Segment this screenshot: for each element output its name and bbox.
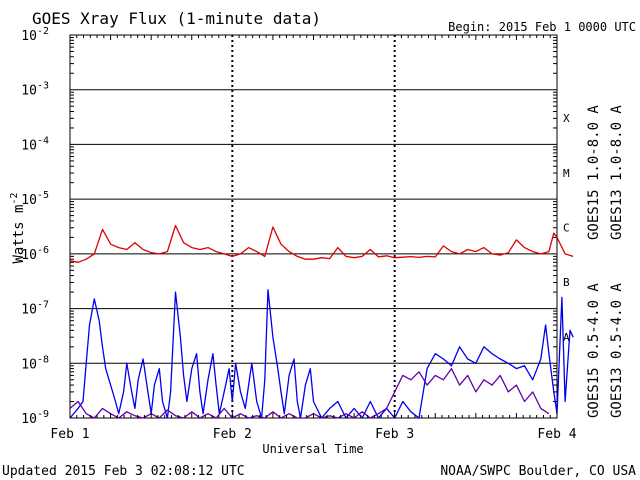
y-tick-base: 10: [21, 138, 37, 153]
series-line: [69, 289, 574, 419]
legend-goes13-long: GOES13 1.0-8.0 A: [609, 105, 625, 240]
flare-class-labels: X M C B A: [563, 112, 570, 344]
y-tick-exponent: -8: [37, 354, 49, 365]
plot-frame: [69, 34, 558, 419]
x-axis-label: Universal Time: [262, 442, 363, 456]
y-tick-label: 10-3: [21, 81, 49, 99]
chart-title: GOES Xray Flux (1-minute data): [32, 9, 321, 28]
y-tick-exponent: -9: [37, 409, 49, 420]
y-tick-label: 10-2: [21, 26, 49, 44]
y-tick-label: 10-5: [21, 190, 49, 208]
x-tick-label: Feb 3: [375, 427, 414, 442]
x-tick-label: Feb 1: [50, 427, 89, 442]
y-tick-label: 10-9: [21, 409, 49, 427]
y-axis-label-text: Watts m: [11, 205, 27, 264]
y-tick-label: 10-8: [21, 354, 49, 372]
flare-class-label: X: [563, 112, 570, 125]
flare-class-label: A: [563, 331, 570, 344]
y-axis-label-exponent: -2: [9, 192, 20, 204]
y-tick-base: 10: [21, 29, 37, 44]
series-layer: [69, 224, 574, 419]
y-axis-label: Watts m-2: [9, 192, 27, 263]
y-tick-base: 10: [21, 357, 37, 372]
begin-time: Begin: 2015 Feb 1 0000 UTC: [448, 20, 636, 34]
legend-goes15-long: GOES15 1.0-8.0 A: [586, 105, 602, 240]
y-tick-exponent: -3: [37, 81, 49, 92]
flare-class-label: B: [563, 276, 570, 289]
legend-goes15-short: GOES15 0.5-4.0 A: [586, 283, 602, 418]
day-boundary-lines: [231, 35, 396, 418]
y-tick-base: 10: [21, 248, 37, 263]
y-tick-base: 10: [21, 303, 37, 318]
y-tick-base: 10: [21, 193, 37, 208]
legend-goes13-short: GOES13 0.5-4.0 A: [609, 283, 625, 418]
y-tick-base: 10: [21, 84, 37, 99]
y-tick-label: 10-6: [21, 245, 49, 263]
plot-area: [69, 34, 574, 419]
y-tick-exponent: -6: [37, 245, 49, 256]
legend: GOES15 1.0-8.0 A GOES13 1.0-8.0 A GOES15…: [586, 105, 625, 418]
y-axis-ticks: 10-210-310-410-510-610-710-810-9: [21, 26, 49, 427]
y-tick-label: 10-7: [21, 300, 49, 318]
series-line: [69, 367, 550, 419]
flare-class-label: C: [563, 222, 570, 235]
updated-timestamp: Updated 2015 Feb 3 02:08:12 UTC: [2, 464, 245, 479]
x-axis-ticks: Feb 1 Feb 2 Feb 3 Feb 4: [50, 35, 577, 442]
x-tick-label: Feb 4: [537, 427, 576, 442]
y-tick-base: 10: [21, 412, 37, 427]
series-line: [69, 224, 574, 263]
y-tick-exponent: -2: [37, 26, 49, 37]
y-tick-exponent: -7: [37, 300, 49, 311]
y-tick-exponent: -4: [37, 135, 49, 146]
svg-text:Watts m-2: Watts m-2: [9, 192, 27, 263]
y-tick-exponent: -5: [37, 190, 49, 201]
credit-text: NOAA/SWPC Boulder, CO USA: [440, 464, 636, 479]
minor-ticks: [70, 37, 557, 403]
flare-class-label: M: [563, 167, 570, 180]
x-tick-label: Feb 2: [213, 427, 252, 442]
y-tick-label: 10-4: [21, 135, 49, 153]
